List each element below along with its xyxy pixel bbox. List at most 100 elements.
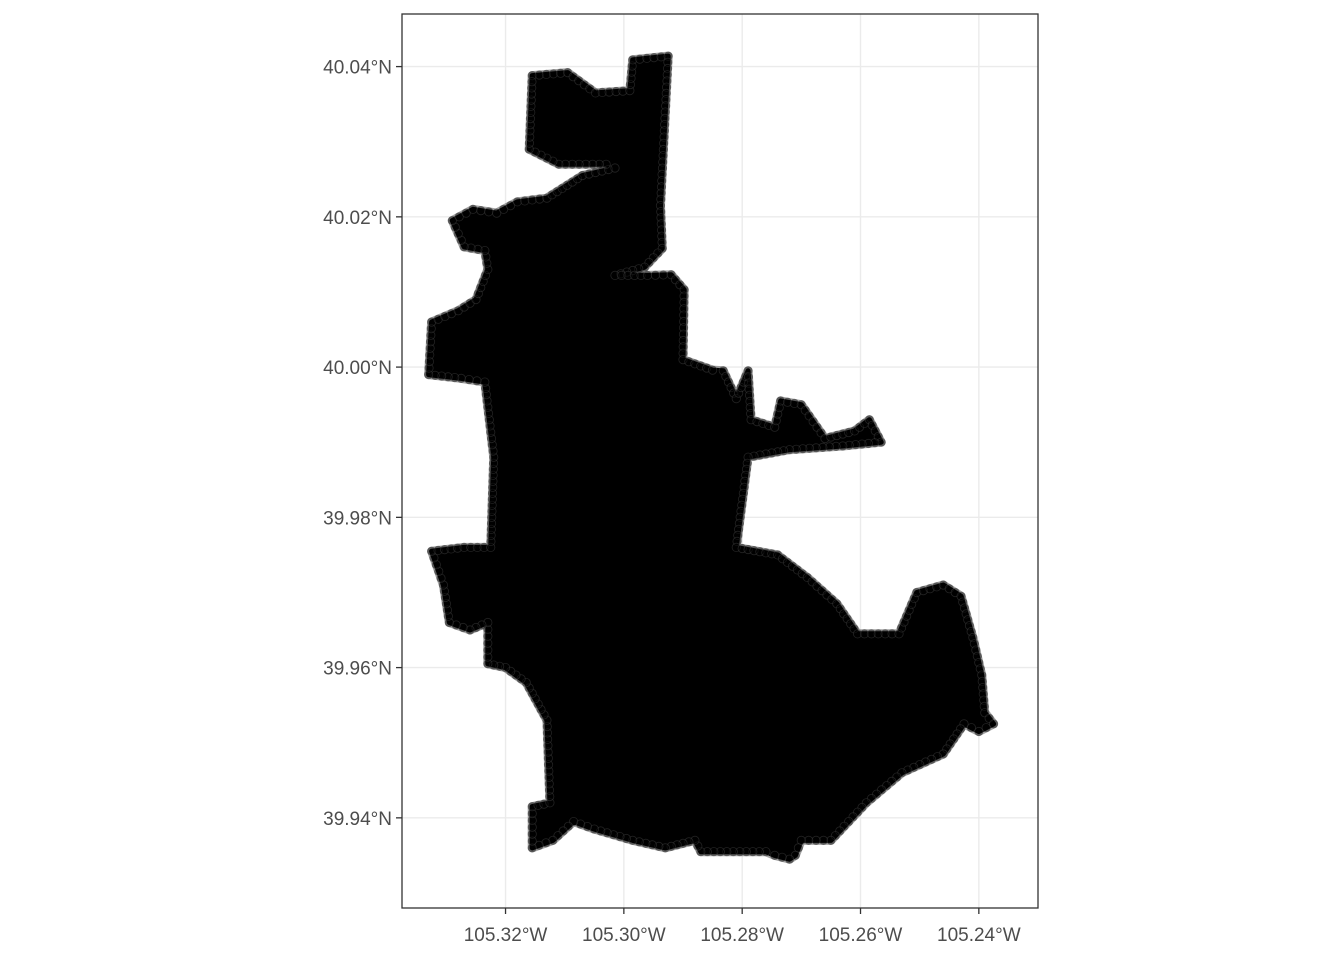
data-point — [533, 699, 543, 709]
data-point — [545, 791, 555, 802]
data-point — [472, 542, 482, 553]
data-point — [429, 553, 439, 563]
data-point — [729, 388, 739, 398]
data-point — [770, 850, 780, 861]
data-point — [731, 393, 741, 404]
data-point — [521, 677, 531, 688]
data-point — [959, 719, 969, 729]
data-point — [567, 177, 577, 187]
data-point — [842, 614, 852, 624]
data-point — [544, 779, 554, 789]
data-point — [679, 285, 689, 295]
data-point — [678, 342, 688, 352]
data-point — [754, 847, 764, 857]
data-point — [534, 194, 545, 204]
data-point — [656, 52, 666, 62]
data-point — [534, 70, 544, 80]
data-point — [472, 376, 482, 386]
data-point — [451, 620, 461, 630]
data-point — [560, 159, 571, 169]
data-point — [696, 847, 706, 857]
data-point — [679, 304, 689, 314]
data-point — [424, 363, 434, 373]
data-point — [466, 542, 476, 553]
data-point — [587, 159, 598, 169]
data-point — [679, 291, 689, 301]
panel-border — [401, 13, 1039, 909]
data-point — [590, 88, 601, 98]
data-point — [544, 772, 554, 783]
data-point — [426, 323, 436, 334]
data-point — [492, 208, 502, 218]
data-point — [425, 337, 436, 347]
data-point — [873, 629, 883, 639]
data-point — [552, 187, 562, 197]
data-point — [465, 625, 475, 635]
data-point — [543, 753, 553, 763]
x-tick-label: 105.24°W — [937, 925, 1021, 946]
data-point — [574, 159, 584, 169]
data-point — [534, 840, 544, 851]
data-point — [424, 356, 434, 367]
data-point — [839, 609, 849, 619]
x-tick-label: 105.30°W — [582, 925, 666, 946]
data-point — [483, 645, 493, 655]
data-point — [527, 822, 537, 832]
data-point — [555, 68, 566, 78]
data-point — [952, 729, 962, 739]
data-point — [594, 159, 605, 169]
data-point — [835, 604, 845, 614]
data-point — [722, 847, 732, 857]
data-point — [520, 196, 530, 206]
data-point — [870, 426, 880, 436]
data-point — [925, 584, 935, 594]
data-point — [988, 719, 999, 729]
y-tick-label: 40.02°N — [323, 208, 392, 229]
data-point — [880, 629, 890, 639]
data-point — [483, 652, 493, 662]
data-point — [530, 694, 540, 704]
data-point — [679, 297, 689, 307]
data-point — [797, 569, 807, 579]
point-cloud — [423, 51, 999, 864]
data-point — [650, 270, 661, 280]
data-point — [658, 270, 668, 280]
data-point — [548, 835, 558, 846]
data-point — [804, 835, 814, 846]
data-point — [541, 838, 551, 848]
data-point — [450, 372, 460, 383]
data-point — [791, 444, 801, 454]
data-point — [733, 388, 744, 398]
data-point — [709, 847, 719, 857]
data-point — [527, 815, 537, 826]
data-point — [505, 201, 516, 211]
data-point — [728, 847, 738, 857]
data-point — [512, 197, 523, 207]
data-point — [483, 659, 493, 669]
data-point — [649, 52, 659, 63]
data-point — [811, 835, 821, 846]
data-point — [679, 310, 689, 320]
data-point — [446, 308, 457, 319]
data-point — [476, 206, 486, 216]
data-point — [601, 159, 611, 169]
data-point — [425, 350, 435, 360]
data-point — [864, 415, 875, 425]
data-point — [838, 441, 848, 451]
data-point — [707, 365, 718, 375]
data-point — [464, 374, 474, 385]
data-point — [557, 183, 567, 193]
data-point — [723, 377, 734, 387]
data-point — [589, 824, 599, 834]
data-point — [527, 829, 537, 839]
data-point — [867, 420, 877, 430]
data-point — [582, 821, 593, 832]
data-point — [735, 847, 745, 857]
data-point — [527, 688, 537, 699]
data-point — [775, 396, 786, 406]
data-point — [642, 53, 652, 63]
data-point — [942, 744, 952, 754]
data-point — [562, 180, 572, 190]
data-point — [678, 329, 689, 339]
